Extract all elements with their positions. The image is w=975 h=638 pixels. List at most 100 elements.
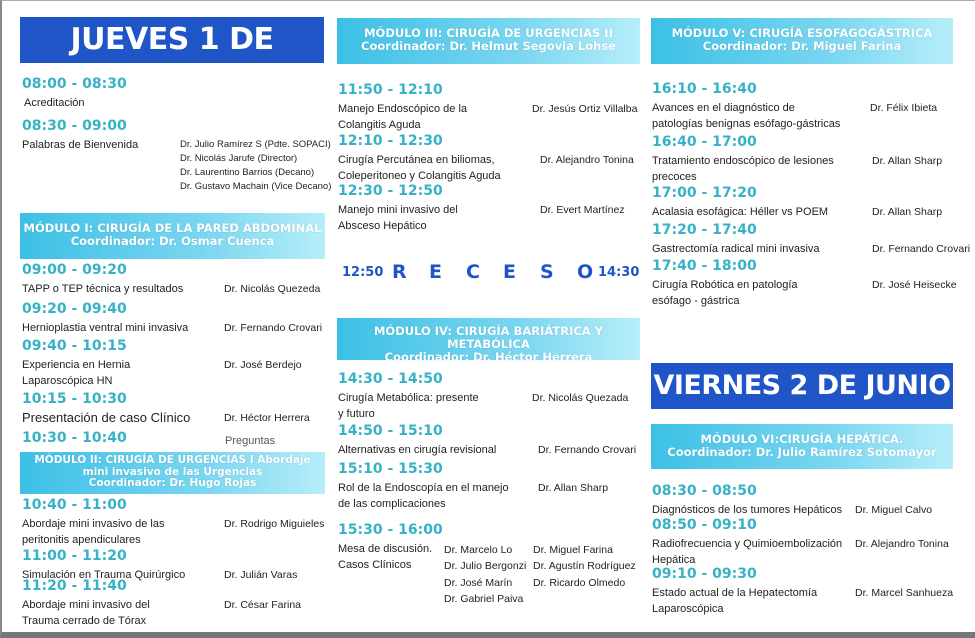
- session-time: 14:30 - 14:50: [338, 371, 443, 387]
- module-header: MÓDULO IV: CIRUGÍA BARIÁTRICA Y METABÓLI…: [337, 318, 640, 364]
- session-title: Abordaje mini invasivo de las: [22, 518, 165, 530]
- session-time: 08:30 - 08:50: [652, 483, 757, 499]
- session-speaker: Dr. Nicolás Quezeda: [224, 283, 321, 295]
- session-time: 11:00 - 11:20: [22, 548, 127, 564]
- session-title: Presentación de caso Clínico: [22, 410, 191, 425]
- session-title: Acreditación: [24, 97, 85, 109]
- session-speaker: Dr. Marcelo Lo: [444, 544, 513, 556]
- session-speaker: Dr. César Farina: [224, 599, 302, 611]
- recess-letter: E: [429, 261, 442, 283]
- session-title: Colangitis Aguda: [338, 119, 421, 131]
- session-time: 16:10 - 16:40: [652, 81, 757, 97]
- session-title: Hepática: [652, 554, 696, 566]
- recess-letter: S: [540, 261, 554, 283]
- session-time: 11:20 - 11:40: [22, 578, 127, 594]
- module-header: MÓDULO I: CIRUGÍA DE LA PARED ABDOMINAL C…: [20, 213, 325, 259]
- session-time: 09:40 - 10:15: [22, 338, 127, 354]
- module-coordinator: Coordinador: Dr. Julio Ramírez Sotomayor: [667, 445, 937, 459]
- recess-letter: E: [503, 261, 516, 283]
- session-title: Abordaje mini invasivo del: [22, 599, 150, 611]
- session-speaker: Dr. José Berdejo: [224, 359, 302, 371]
- module-header: MÓDULO VI:CIRUGÍA HEPÁTICA. Coordinador: …: [651, 424, 953, 469]
- session-title: Manejo mini invasivo del: [338, 204, 458, 216]
- session-speaker: Dr. Ricardo Olmedo: [533, 576, 626, 589]
- session-title: y futuro: [338, 408, 375, 420]
- session-speaker: Dr. Agustín Rodríguez: [533, 560, 636, 573]
- session-time: 09:10 - 09:30: [652, 566, 757, 582]
- module-header: MÓDULO II: CIRUGÍA DE URGENCIAS I Aborda…: [20, 452, 325, 494]
- recess-start: 12:50: [342, 265, 384, 280]
- session-title: Avances en el diagnóstico de: [652, 102, 795, 114]
- session-title: Experiencia en Hernia: [22, 359, 131, 371]
- module-coordinator: Coordinador: Dr. Héctor Herrera: [384, 350, 593, 364]
- session-title: de las complicaciones: [338, 498, 446, 510]
- session-title: Gastrectomía radical mini invasiva: [652, 243, 820, 255]
- session-title: Radiofrecuencia y Quimioembolización: [652, 538, 843, 550]
- session-speaker: Dr. José Marín: [444, 576, 513, 589]
- session-time: 11:50 - 12:10: [338, 82, 443, 98]
- module-title: MÓDULO IV: CIRUGÍA BARIÁTRICA Y METABÓLI…: [373, 324, 604, 351]
- module-title: MÓDULO II: CIRUGÍA DE URGENCIAS I Aborda…: [34, 454, 311, 478]
- session-time: 10:15 - 10:30: [22, 391, 127, 407]
- session-speaker: Dr. Nicolás Jarufe (Director): [180, 153, 298, 164]
- session-time: 08:30 - 09:00: [22, 118, 127, 134]
- session-time: 17:40 - 18:00: [652, 258, 757, 274]
- recess-letter: O: [577, 261, 594, 283]
- session-time: 08:00 - 08:30: [22, 76, 127, 92]
- session-speaker: Dr. Marcel Sanhueza: [855, 587, 954, 599]
- session-speaker: Dr. Allan Sharp: [538, 482, 609, 494]
- session-speaker: Dr. Julián Varas: [224, 569, 298, 581]
- session-title: Acalasia esofágica: Héller vs POEM: [652, 206, 829, 218]
- session-speaker: Dr. Fernando Crovari: [224, 322, 323, 334]
- session-title: Laparoscópica HN: [22, 375, 113, 387]
- session-time: 15:10 - 15:30: [338, 461, 443, 477]
- session-title: Absceso Hepático: [338, 220, 427, 232]
- session-title: Manejo Endoscópico de la: [338, 103, 468, 115]
- session-speaker: Dr. Laurentino Barrios (Decano): [180, 167, 315, 178]
- session-title: TAPP o TEP técnica y resultados: [22, 283, 184, 295]
- session-speaker: Dr. Miguel Farina: [533, 544, 613, 556]
- session-time: 17:20 - 17:40: [652, 222, 757, 238]
- session-speaker: Dr. Félix Ibieta: [870, 102, 938, 114]
- session-time: 12:30 - 12:50: [338, 183, 443, 199]
- module-coordinator: Coordinador: Dr. Miguel Farina: [702, 39, 902, 53]
- session-title: Rol de la Endoscopía en el manejo: [338, 482, 509, 494]
- session-speaker: Dr. Alejandro Tonina: [855, 538, 949, 550]
- session-title: esófago - gástrica: [652, 295, 740, 307]
- module-coordinator: Coordinador: Dr. Osmar Cuenca: [70, 234, 275, 248]
- module-header: MÓDULO V: CIRUGÍA ESOFAGOGÁSTRICA Coordin…: [651, 18, 953, 64]
- session-speaker: Dr. Evert Martínez: [540, 204, 625, 216]
- session-time: 17:00 - 17:20: [652, 185, 757, 201]
- session-title: Coleperitoneo y Colangitis Aguda: [338, 170, 501, 182]
- session-title: precoces: [652, 171, 697, 183]
- session-speaker: Dr. Allan Sharp: [872, 155, 943, 167]
- recess-letter: R: [392, 261, 407, 283]
- session-speaker: Dr. Julio Bergonzi: [444, 560, 527, 573]
- session-title: Tratamiento endoscópico de lesiones: [652, 155, 834, 167]
- session-speaker: Dr. Allan Sharp: [872, 206, 943, 218]
- session-title: Alternativas en cirugía revisional: [338, 444, 497, 456]
- session-title: Estado actual de la Hepatectomía: [652, 587, 818, 599]
- session-title: Trauma cerrado de Tórax: [22, 615, 147, 627]
- recess-end: 14:30: [598, 265, 640, 280]
- session-title: Mesa de discusión.: [338, 543, 433, 555]
- session-speaker: Preguntas: [225, 435, 276, 447]
- day-header: JUEVES 1 DE JUNIO: [20, 17, 324, 103]
- session-time: 16:40 - 17:00: [652, 134, 757, 150]
- session-title: Cirugía Robótica en patología: [652, 279, 798, 291]
- session-title: Palabras de Bienvenida: [22, 139, 139, 151]
- day-header: VIERNES 2 DE JUNIO: [651, 363, 953, 409]
- session-time: 08:50 - 09:10: [652, 517, 757, 533]
- session-title: Cirugía Metabólica: presente: [338, 392, 479, 404]
- session-title: Diagnósticos de los tumores Hepáticos: [652, 504, 843, 516]
- module-coordinator: Coordinador: Dr. Helmut Segovia Lohse: [361, 39, 616, 53]
- session-speaker: Dr. Jesús Ortiz Villalba: [532, 103, 638, 115]
- session-speaker: Dr. Fernando Crovari: [872, 243, 971, 255]
- session-time: 09:20 - 09:40: [22, 301, 127, 317]
- session-speaker: Dr. Nicolás Quezada: [532, 392, 629, 404]
- session-time: 12:10 - 12:30: [338, 133, 443, 149]
- session-time: 14:50 - 15:10: [338, 423, 443, 439]
- session-speaker: Dr. Héctor Herrera: [224, 412, 310, 424]
- recess-letter: C: [466, 261, 480, 283]
